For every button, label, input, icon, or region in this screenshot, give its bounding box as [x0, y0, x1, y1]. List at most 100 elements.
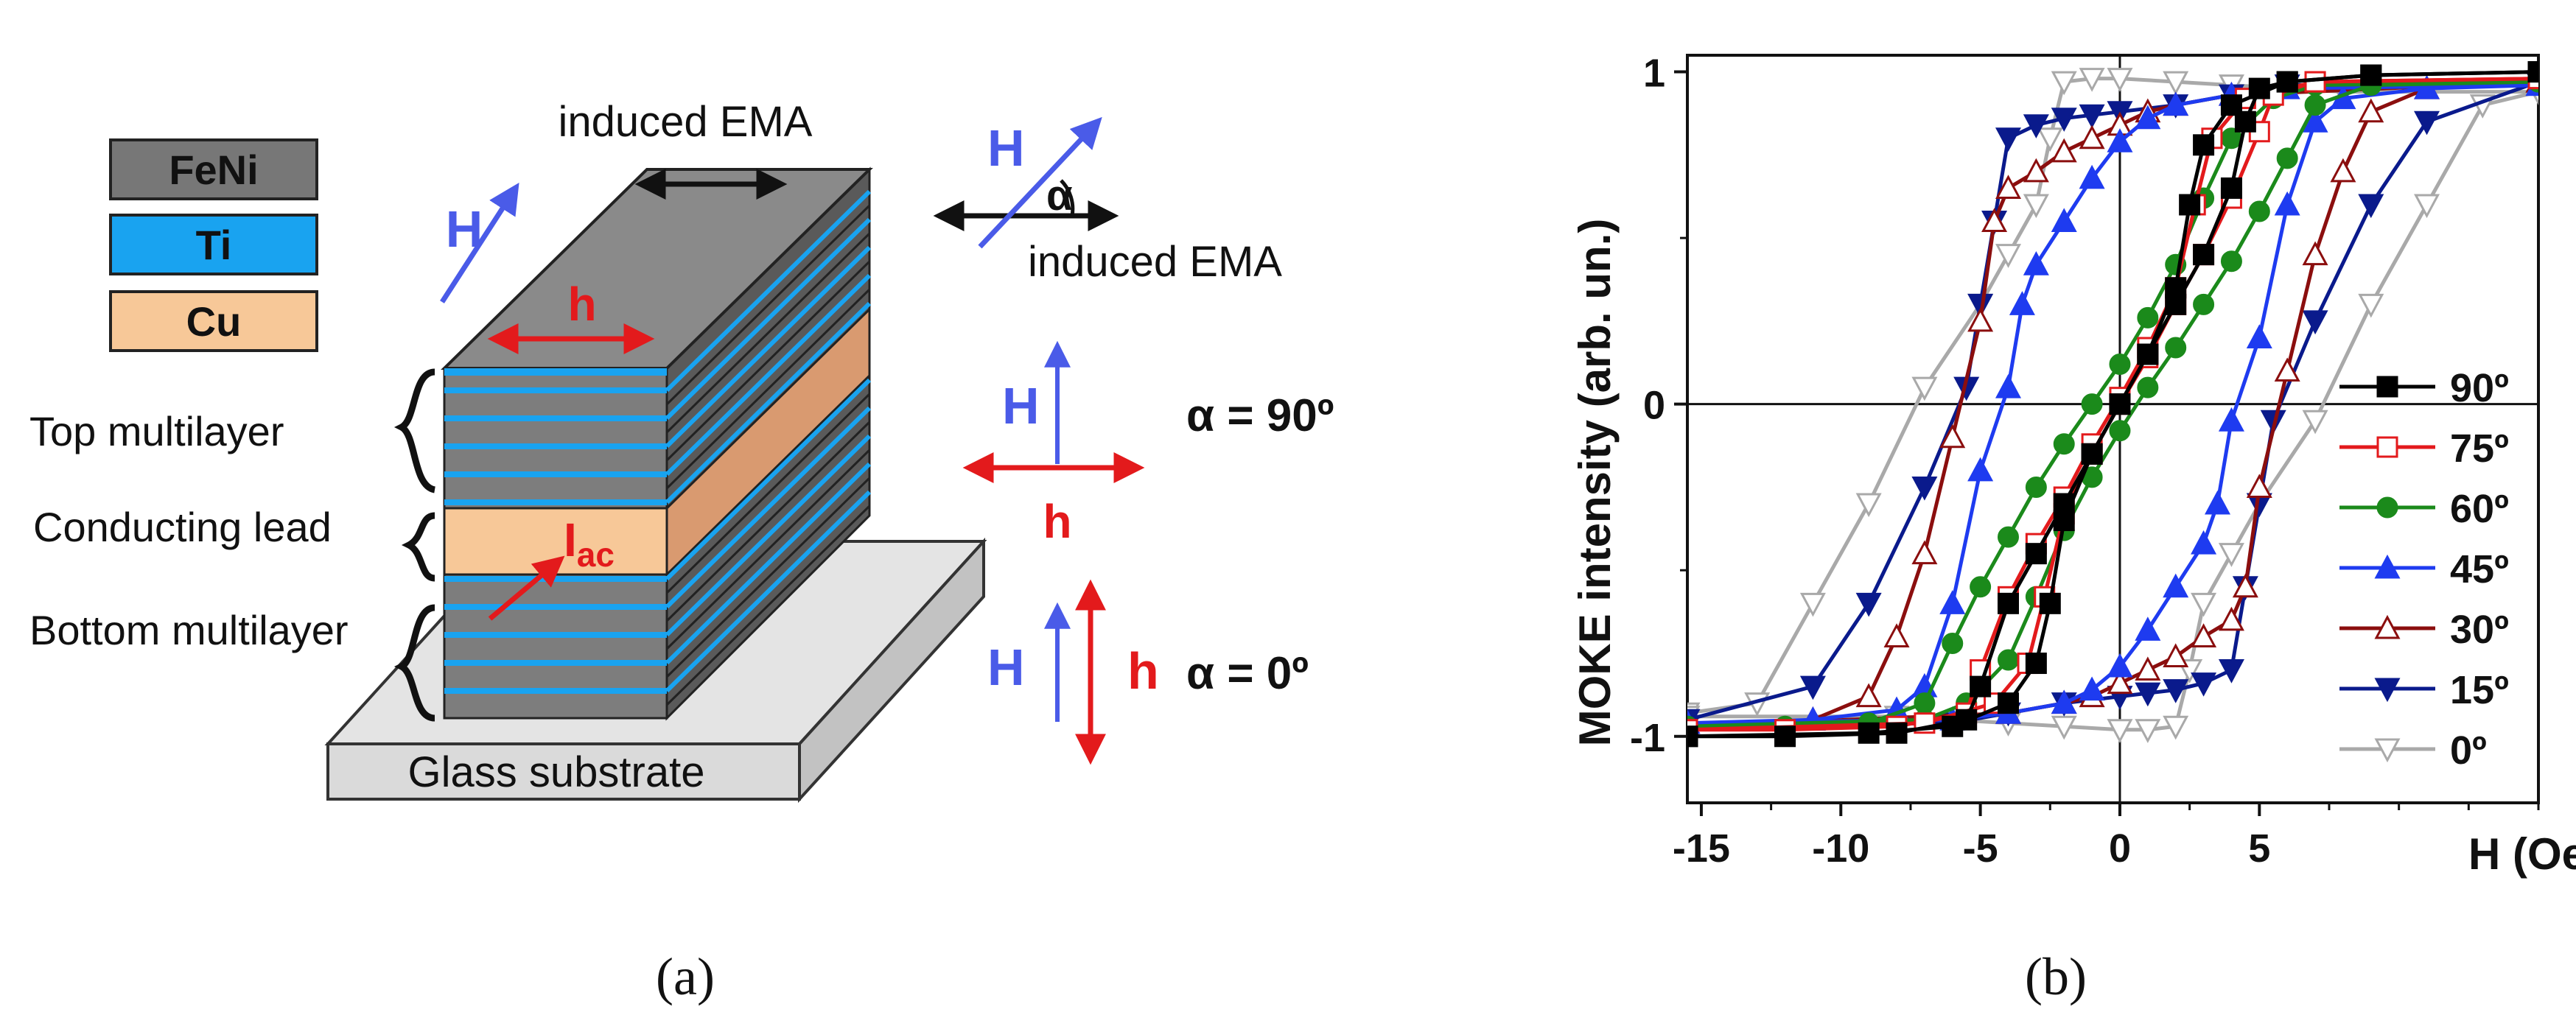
data-point	[2039, 592, 2061, 614]
alpha-90-label: α = 90º	[1186, 390, 1334, 441]
data-point	[1995, 175, 2021, 199]
data-point	[1911, 476, 1938, 501]
config-alpha-90: H h α = 90º	[962, 340, 1334, 548]
legend-label: 45º	[2450, 547, 2509, 591]
data-point	[2165, 293, 2187, 315]
angle-diagram: H α induced EMA	[933, 116, 1282, 286]
brace-bottom	[393, 604, 435, 722]
H-label-stack: H	[446, 200, 483, 258]
legend-marker	[2376, 376, 2398, 398]
iac-label: Iac	[564, 513, 615, 574]
data-point	[2220, 250, 2242, 273]
data-point	[2248, 200, 2270, 222]
data-point	[2163, 643, 2189, 668]
data-point	[2009, 291, 2035, 315]
data-point	[2135, 105, 2161, 130]
data-point	[2358, 293, 2384, 318]
data-point	[2025, 543, 2047, 565]
data-point	[2527, 61, 2538, 83]
data-point	[1911, 540, 1938, 565]
data-point	[1942, 715, 1964, 737]
data-point	[2079, 676, 2105, 701]
data-point	[2023, 158, 2049, 183]
x-tick-label: -10	[1812, 826, 1869, 871]
data-point	[2302, 108, 2328, 133]
data-point	[2135, 656, 2161, 681]
x-tick-label: 0	[2109, 826, 2131, 871]
data-point	[2234, 110, 2256, 133]
data-point	[2179, 194, 2201, 216]
h-label-stack: h	[567, 278, 596, 331]
caption-a: (a)	[656, 947, 715, 1006]
data-point	[2246, 474, 2272, 498]
data-point	[1799, 592, 1826, 617]
data-point	[2163, 573, 2189, 598]
data-point	[2191, 623, 2217, 647]
panel-b-chart: MOKE intensity (arb. un.) H (Oe) -15 -10 -…	[1570, 52, 2576, 1006]
y-axis-label: MOKE intensity (arb. un.)	[1570, 219, 1620, 747]
data-point	[2205, 490, 2231, 515]
data-point	[2037, 127, 2063, 152]
H-label-90: H	[1002, 377, 1040, 435]
data-point	[2191, 530, 2217, 555]
data-point	[2081, 393, 2103, 415]
x-tick-label: -15	[1673, 826, 1730, 871]
data-point	[2053, 510, 2075, 532]
data-point	[2246, 324, 2272, 348]
data-point	[1967, 457, 1994, 482]
data-point	[2302, 241, 2328, 266]
data-point	[2079, 124, 2105, 150]
material-legend: FeNi Ti Cu	[109, 138, 318, 352]
data-point	[2360, 64, 2382, 86]
data-point	[2248, 77, 2270, 99]
data-point	[2414, 110, 2440, 136]
data-point	[2053, 433, 2075, 455]
conducting-lead-label: Conducting lead	[33, 504, 332, 550]
data-point	[2079, 104, 2105, 129]
data-point	[2414, 194, 2440, 219]
y-tick-label: 1	[1643, 52, 1665, 96]
legend-label: 75º	[2450, 426, 2509, 471]
legend-marker	[2376, 436, 2398, 458]
data-point	[1911, 376, 1938, 401]
data-point	[2220, 177, 2242, 199]
data-point	[2023, 251, 2049, 275]
data-point	[2023, 114, 2049, 138]
data-point	[1942, 632, 1964, 654]
data-point	[1997, 526, 2019, 548]
alpha-0-label: α = 0º	[1186, 648, 1309, 699]
data-point	[2163, 715, 2189, 740]
data-point	[2135, 682, 2161, 707]
data-point	[2025, 653, 2047, 675]
data-point	[1799, 675, 1826, 700]
data-point	[1995, 127, 2021, 152]
data-point	[1858, 722, 1880, 744]
data-point	[1995, 373, 2021, 398]
data-point	[2163, 71, 2189, 96]
x-tick-label: -5	[1963, 826, 1998, 871]
data-point	[2107, 128, 2133, 152]
data-point	[2304, 94, 2326, 116]
data-point	[1939, 590, 1966, 614]
h-label-0: h	[1127, 642, 1159, 700]
x-axis-label: H (Oe)	[2468, 829, 2576, 879]
data-point	[2107, 670, 2133, 695]
data-point	[2051, 715, 2077, 740]
data-point	[1997, 649, 2019, 671]
substrate-label: Glass substrate	[408, 748, 705, 796]
legend-label: 0º	[2450, 728, 2487, 773]
data-point	[2193, 244, 2215, 266]
data-point	[2218, 659, 2244, 684]
config-alpha-0: H h α = 0º	[987, 579, 1309, 765]
legend-swatch-ti	[109, 214, 318, 275]
data-point	[2107, 68, 2133, 92]
data-point	[1886, 722, 1908, 744]
legend-label: 15º	[2450, 668, 2509, 712]
data-point	[2109, 393, 2131, 415]
legend-label: 90º	[2450, 366, 2509, 410]
legend-marker	[2374, 614, 2401, 639]
caption-b: (b)	[2025, 947, 2087, 1006]
data-point	[2051, 71, 2077, 96]
data-point	[2302, 410, 2328, 435]
